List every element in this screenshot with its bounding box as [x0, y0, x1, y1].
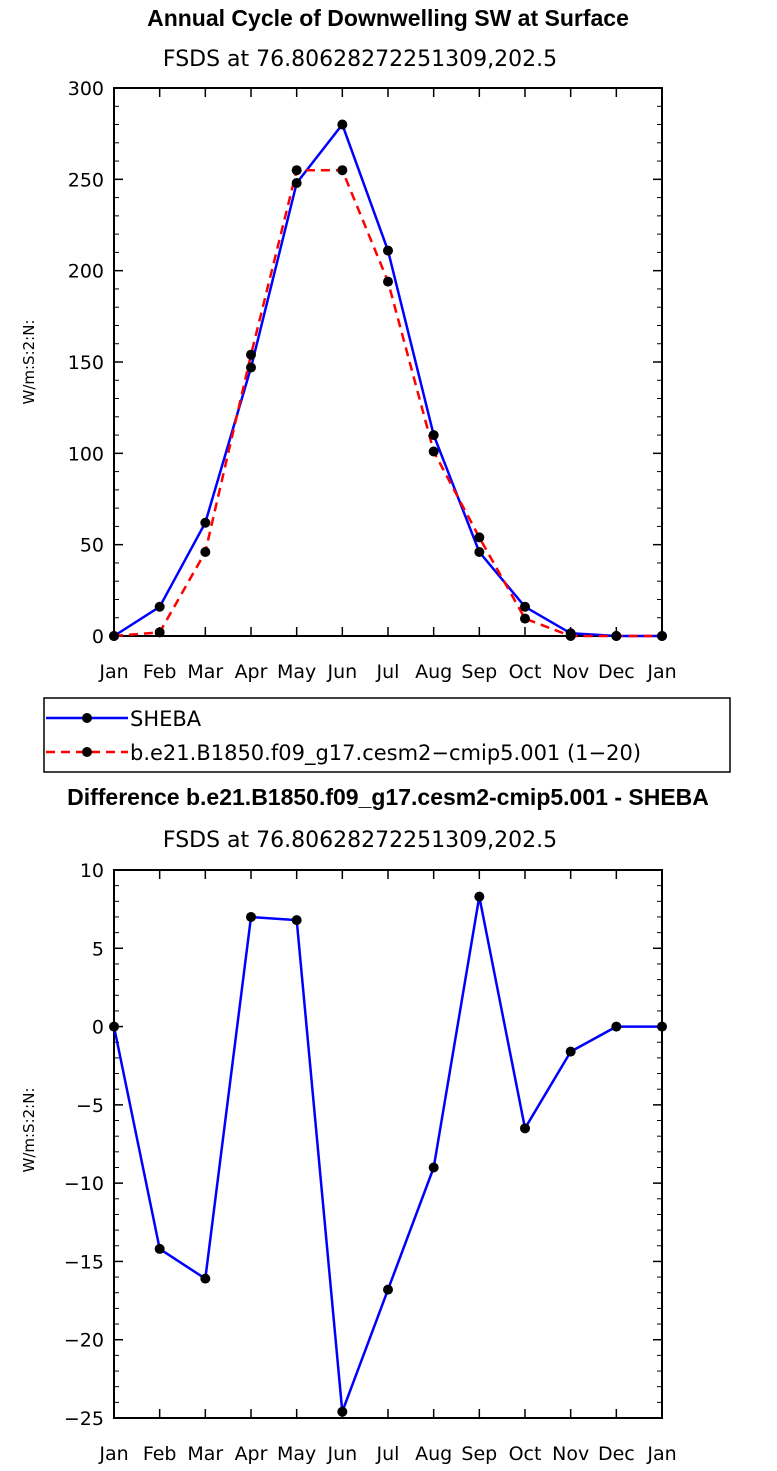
data-point	[474, 546, 485, 557]
x-tick-label: Feb	[143, 1443, 177, 1465]
y-tick-label: 0	[92, 1017, 104, 1039]
y-tick-label: −5	[76, 1095, 104, 1117]
data-point	[246, 362, 256, 373]
x-tick-label: Sep	[461, 661, 497, 683]
data-point	[520, 601, 530, 612]
data-point	[154, 601, 165, 612]
data-point	[611, 631, 622, 641]
chart2-title: Difference b.e21.B1850.f09_g17.cesm2-cmi…	[67, 784, 709, 810]
x-tick-label: Jun	[326, 1443, 357, 1465]
y-tick-label: −10	[64, 1173, 104, 1195]
x-tick-label: Jan	[646, 661, 676, 683]
y-tick-label: 5	[92, 938, 104, 960]
y-tick-label: −20	[64, 1330, 104, 1352]
data-point	[474, 532, 485, 543]
x-tick-label: May	[277, 661, 316, 683]
data-point	[337, 1406, 348, 1417]
data-point	[657, 631, 667, 641]
data-point	[383, 1284, 393, 1295]
x-tick-label: Dec	[598, 661, 635, 683]
y-tick-label: 300	[68, 78, 104, 100]
legend-label-sheba: SHEBA	[130, 707, 202, 731]
data-point	[291, 165, 302, 176]
data-point	[291, 177, 302, 188]
x-tick-label: Jan	[98, 661, 128, 683]
data-point	[383, 276, 393, 287]
data-point	[337, 165, 348, 176]
x-tick-label: Apr	[235, 661, 268, 683]
y-tick-label: 250	[68, 169, 104, 191]
data-point	[154, 627, 165, 638]
legend-marker-sheba	[82, 713, 92, 723]
chart2-subtitle: FSDS at 76.80628272251309,202.5	[163, 828, 557, 853]
data-point	[611, 1021, 622, 1032]
y-tick-label: 10	[80, 860, 104, 882]
chart1-subtitle: FSDS at 76.80628272251309,202.5	[163, 47, 557, 72]
plot-frame	[113, 869, 663, 1419]
x-tick-label: Jan	[646, 1443, 676, 1465]
data-point	[200, 1273, 211, 1284]
x-tick-label: Apr	[235, 1443, 268, 1465]
data-point	[565, 631, 576, 641]
chart1-title: Annual Cycle of Downwelling SW at Surfac…	[147, 5, 629, 31]
y-tick-label: 200	[68, 261, 104, 283]
data-point	[337, 119, 348, 130]
data-point	[657, 1021, 667, 1032]
chart1-plot-area: 0 50 100 150 200 250 300 Jan Feb Mar Apr May Jun Jul A…	[68, 78, 677, 683]
x-tick-label: Jun	[326, 661, 357, 683]
y-tick-label: 50	[80, 535, 104, 557]
data-point	[200, 517, 211, 528]
data-point	[383, 245, 393, 256]
chart2-plot-area: −25 −20 −15 −10 −5 0 5 10 Jan Feb Mar Apr May Jun Jul A…	[64, 860, 677, 1465]
x-tick-label: May	[277, 1443, 316, 1465]
data-point	[154, 1243, 165, 1254]
data-point	[200, 546, 211, 557]
x-tick-label: Nov	[552, 661, 589, 683]
data-point	[520, 613, 530, 624]
data-point	[428, 430, 439, 441]
y-tick-label: 150	[68, 352, 104, 374]
x-tick-label: Nov	[552, 1443, 589, 1465]
series-line-0	[112, 895, 662, 1413]
x-tick-label: Sep	[461, 1443, 497, 1465]
x-tick-label: Aug	[415, 661, 452, 683]
data-point	[520, 1123, 530, 1134]
x-tick-label: Oct	[509, 1443, 542, 1465]
data-point	[474, 891, 485, 902]
x-tick-label: Mar	[187, 1443, 223, 1465]
x-tick-label: Feb	[143, 661, 177, 683]
chart1-ylabel: W/m:S:2:N:	[20, 320, 38, 405]
data-point	[428, 1162, 439, 1173]
data-point	[109, 631, 119, 641]
legend-label-model: b.e21.B1850.f09_g17.cesm2−cmip5.001 (1−2…	[130, 741, 641, 766]
data-point	[246, 911, 256, 922]
series-line-0	[113, 123, 662, 638]
plot-frame	[113, 87, 663, 637]
series-line-1	[113, 168, 662, 638]
legend: SHEBA b.e21.B1850.f09_g17.cesm2−cmip5.00…	[43, 697, 731, 773]
x-tick-label: Oct	[509, 661, 542, 683]
data-point	[291, 915, 302, 926]
x-tick-label: Jul	[376, 1443, 400, 1465]
y-tick-label: −25	[64, 1408, 104, 1430]
y-tick-label: 0	[92, 626, 104, 648]
x-tick-label: Jul	[376, 661, 400, 683]
data-point	[428, 446, 439, 457]
legend-box	[43, 697, 731, 773]
data-point	[565, 1046, 576, 1057]
chart2-ylabel: W/m:S:2:N:	[20, 1088, 38, 1173]
y-tick-label: 100	[68, 443, 104, 465]
x-tick-label: Dec	[598, 1443, 635, 1465]
data-point	[246, 349, 256, 360]
y-tick-label: −15	[64, 1251, 104, 1273]
x-tick-label: Jan	[98, 1443, 128, 1465]
x-tick-label: Mar	[187, 661, 223, 683]
x-tick-label: Aug	[415, 1443, 452, 1465]
data-point	[109, 1021, 119, 1032]
legend-marker-model	[82, 747, 92, 757]
